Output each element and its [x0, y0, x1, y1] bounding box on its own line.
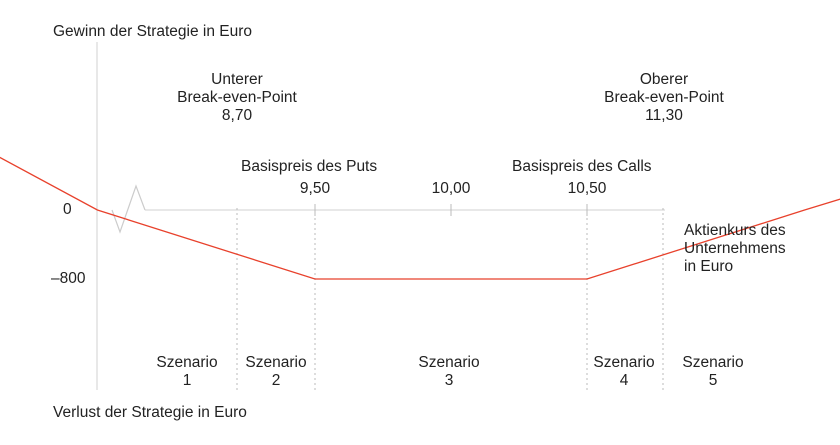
x-axis-label-line3: in Euro	[684, 258, 734, 275]
scenario-5: Szenario 5	[663, 354, 763, 390]
annotation-upper-bep: Oberer Break-even-Point 11,30	[594, 71, 734, 125]
annotation-upper-bep-line1: Oberer	[639, 71, 689, 88]
scenario-3-label: Szenario	[418, 354, 480, 371]
x-axis-label: Aktienkurs des Unternehmens in Euro	[684, 222, 786, 276]
scenario-2-number: 2	[271, 372, 281, 389]
annotation-put-strike: Basispreis des Puts	[241, 158, 378, 175]
axis-break-symbol	[111, 184, 146, 234]
x-axis-label-line2: Unternehmens	[684, 240, 786, 257]
annotation-call-strike: Basispreis des Calls	[512, 158, 652, 175]
scenario-3: Szenario 3	[399, 354, 499, 390]
x-tick-label-10-00: 10,00	[431, 180, 471, 197]
annotation-lower-bep-line2: Break-even-Point	[177, 89, 297, 106]
y-axis-label-bottom: Verlust der Strategie in Euro	[53, 404, 247, 421]
annotation-upper-bep-line2: Break-even-Point	[604, 89, 724, 106]
scenario-2-label: Szenario	[245, 354, 307, 371]
annotation-lower-bep-line1: Unterer	[211, 71, 263, 88]
scenario-4: Szenario 4	[574, 354, 674, 390]
annotation-upper-bep-value: 11,30	[645, 107, 683, 124]
y-axis-label-top: Gewinn der Strategie in Euro	[53, 23, 253, 40]
x-tick-label-10-50: 10,50	[567, 180, 607, 197]
x-axis-label-line1: Aktienkurs des	[684, 222, 786, 239]
x-tick-label-9-50: 9,50	[299, 180, 331, 197]
scenario-1: Szenario 1	[137, 354, 237, 390]
scenario-4-label: Szenario	[593, 354, 655, 371]
y-tick-label-0: 0	[63, 201, 72, 218]
scenario-3-number: 3	[444, 372, 454, 389]
annotation-lower-bep-value: 8,70	[221, 107, 253, 124]
scenario-2: Szenario 2	[226, 354, 326, 390]
scenario-1-number: 1	[182, 372, 192, 389]
scenario-5-label: Szenario	[682, 354, 744, 371]
scenario-5-number: 5	[708, 372, 718, 389]
scenario-4-number: 4	[619, 372, 629, 389]
annotation-lower-bep: Unterer Break-even-Point 8,70	[167, 71, 307, 125]
scenario-1-label: Szenario	[156, 354, 218, 371]
y-tick-label-minus-800: –800	[51, 270, 86, 287]
payoff-line	[0, 100, 840, 280]
